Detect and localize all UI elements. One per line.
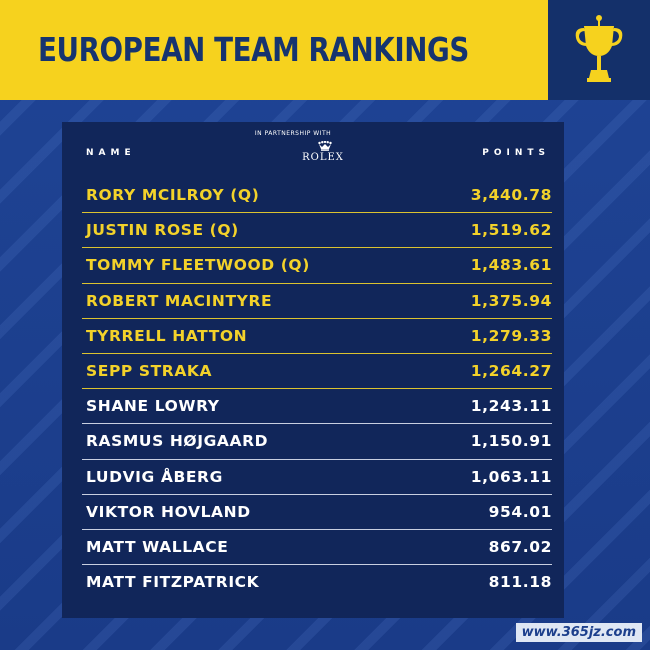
player-name: MATT WALLACE bbox=[86, 537, 229, 556]
ranking-row: TYRRELL HATTON 1,279.33 bbox=[82, 319, 552, 354]
player-points: 1,243.11 bbox=[470, 397, 552, 416]
player-points: 867.02 bbox=[488, 537, 552, 556]
ranking-row: JUSTIN ROSE (Q) 1,519.62 bbox=[82, 213, 552, 249]
player-name: TOMMY FLEETWOOD (Q) bbox=[86, 256, 310, 275]
player-points: 1,264.27 bbox=[470, 361, 552, 380]
ranking-row: VIKTOR HOVLAND 954.01 bbox=[82, 495, 552, 530]
player-points: 3,440.78 bbox=[470, 186, 552, 204]
player-points: 1,519.62 bbox=[470, 221, 552, 240]
crown-icon bbox=[318, 141, 332, 151]
player-name: LUDVIG ÅBERG bbox=[86, 467, 223, 486]
player-name: JUSTIN ROSE (Q) bbox=[86, 221, 239, 240]
ranking-row: RASMUS HØJGAARD 1,150.91 bbox=[82, 424, 552, 460]
player-points: 1,063.11 bbox=[470, 467, 552, 486]
partner-text: IN PARTNERSHIP WITH bbox=[254, 130, 332, 137]
player-points: 1,375.94 bbox=[470, 291, 552, 310]
player-name: SEPP STRAKA bbox=[86, 361, 213, 380]
rankings-list: RORY MCILROY (Q) 3,440.78 JUSTIN ROSE (Q… bbox=[82, 178, 552, 600]
rankings-panel: NAME POINTS IN PARTNERSHIP WITH ROLEX RO… bbox=[62, 122, 564, 618]
ranking-row: MATT WALLACE 867.02 bbox=[82, 530, 552, 566]
player-name: RORY MCILROY (Q) bbox=[86, 186, 260, 204]
player-points: 1,279.33 bbox=[470, 326, 552, 345]
ranking-row: ROBERT MACINTYRE 1,375.94 bbox=[82, 284, 552, 319]
player-points: 1,150.91 bbox=[470, 432, 552, 451]
header-band: EUROPEAN TEAM RANKINGS bbox=[0, 0, 548, 100]
player-points: 1,483.61 bbox=[470, 256, 552, 275]
partner-name: ROLEX bbox=[302, 152, 344, 163]
player-name: ROBERT MACINTYRE bbox=[86, 291, 273, 310]
player-name: SHANE LOWRY bbox=[86, 397, 220, 416]
name-column-header: NAME bbox=[86, 148, 136, 158]
player-name: VIKTOR HOVLAND bbox=[86, 502, 251, 521]
player-name: MATT FITZPATRICK bbox=[86, 573, 260, 592]
partner-block: IN PARTNERSHIP WITH ROLEX bbox=[62, 130, 564, 163]
watermark: www.365jz.com bbox=[515, 623, 642, 642]
points-column-header: POINTS bbox=[482, 148, 550, 158]
ranking-row: MATT FITZPATRICK 811.18 bbox=[82, 565, 552, 600]
trophy-box bbox=[548, 0, 650, 100]
player-name: TYRRELL HATTON bbox=[86, 326, 248, 345]
trophy-icon bbox=[575, 15, 623, 82]
ranking-row: TOMMY FLEETWOOD (Q) 1,483.61 bbox=[82, 248, 552, 284]
ranking-row: SHANE LOWRY 1,243.11 bbox=[82, 389, 552, 425]
player-name: RASMUS HØJGAARD bbox=[86, 432, 269, 451]
player-points: 811.18 bbox=[488, 573, 552, 592]
player-points: 954.01 bbox=[488, 502, 552, 521]
page-title: EUROPEAN TEAM RANKINGS bbox=[38, 30, 469, 69]
ranking-row: LUDVIG ÅBERG 1,063.11 bbox=[82, 460, 552, 495]
ranking-row: SEPP STRAKA 1,264.27 bbox=[82, 354, 552, 390]
ranking-row: RORY MCILROY (Q) 3,440.78 bbox=[82, 178, 552, 214]
